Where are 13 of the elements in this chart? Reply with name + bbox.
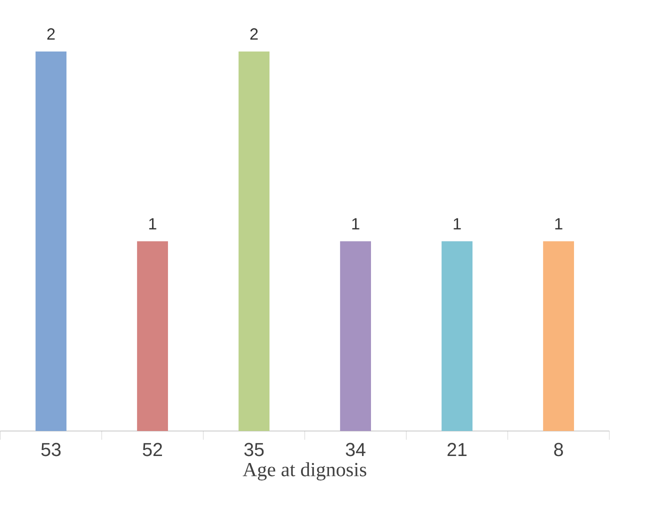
- x-tick-label: 34: [346, 442, 366, 456]
- data-label: 1: [555, 218, 562, 230]
- x-tick-label: 35: [244, 442, 264, 456]
- x-tick-label: 8: [554, 442, 563, 456]
- data-label: 2: [47, 28, 55, 40]
- data-label: 1: [149, 218, 156, 230]
- data-label: 1: [454, 218, 461, 230]
- data-label: 2: [250, 28, 258, 40]
- x-tick-label: 52: [142, 442, 162, 456]
- data-label: 1: [352, 218, 360, 230]
- x-tick-label: 53: [41, 442, 61, 456]
- x-tick-label: 21: [448, 442, 467, 456]
- x-axis-title: Age at dignosis: [242, 462, 366, 480]
